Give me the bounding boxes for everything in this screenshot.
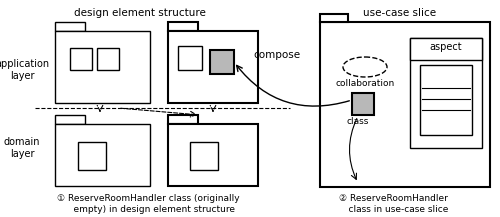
Text: ② ReserveRoomHandler
    class in use-case slice: ② ReserveRoomHandler class in use-case s… [338,194,448,214]
Text: application
layer: application layer [0,59,49,81]
Text: collaboration: collaboration [336,79,394,88]
Bar [97,48,119,70]
Bar [55,115,85,124]
Text: domain
layer: domain layer [4,137,40,159]
Bar [70,48,92,70]
Bar [420,65,472,135]
Text: use-case slice: use-case slice [364,8,436,18]
Bar [55,22,85,31]
Bar [410,38,482,148]
Bar [55,124,150,186]
Text: compose: compose [253,50,300,60]
Bar [352,93,374,115]
Bar [78,142,106,170]
Bar [210,50,234,74]
Text: design element structure: design element structure [74,8,206,18]
Bar [168,124,258,186]
Bar [168,31,258,103]
Text: aspect: aspect [430,42,462,52]
Bar [55,31,150,103]
Bar [168,22,198,31]
Text: ① ReserveRoomHandler class (originally
    empty) in design element structure: ① ReserveRoomHandler class (originally e… [56,194,240,214]
Bar [320,22,490,187]
Bar [168,115,198,124]
Bar [178,46,202,70]
Bar [190,142,218,170]
Ellipse shape [343,57,387,77]
Bar [410,38,482,60]
Bar [320,14,348,22]
Text: class: class [347,117,369,126]
